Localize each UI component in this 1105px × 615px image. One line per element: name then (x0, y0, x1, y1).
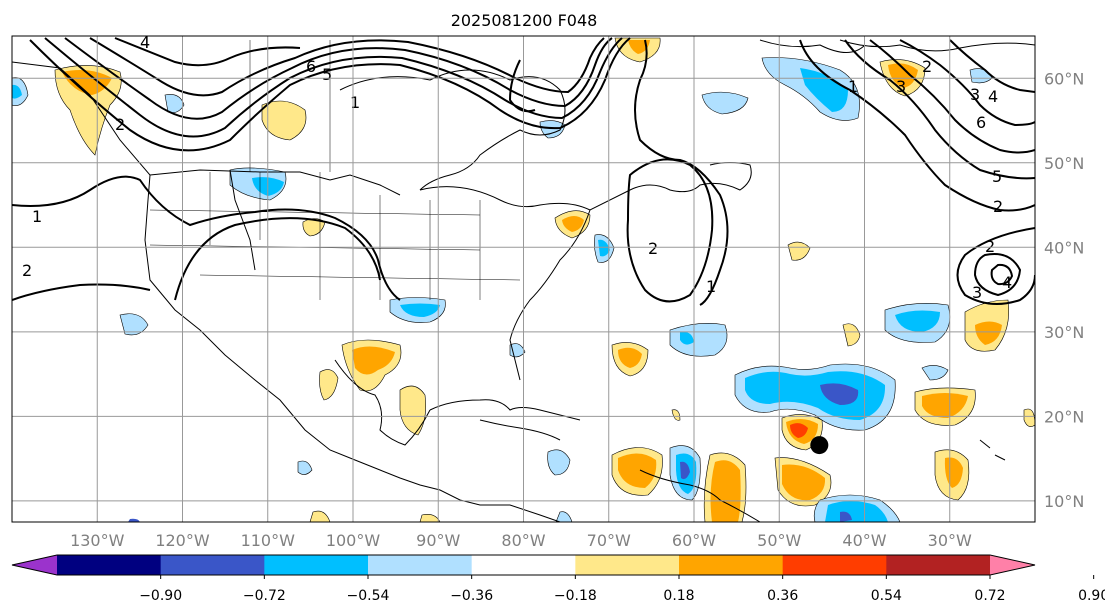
colorbar-extend-low (12, 555, 57, 575)
colorbar-segment (471, 555, 576, 575)
colorbar-tick-label: −0.18 (554, 588, 597, 604)
longitude-label: 90°W (416, 531, 460, 550)
colorbar-tick-label: −0.36 (450, 588, 493, 604)
colorbar-tick-label: −0.72 (243, 588, 286, 604)
colorbar-tick-label: 0.72 (974, 588, 1005, 604)
figure-title: 2025081200 F048 (451, 11, 598, 30)
colorbar: −0.90 −0.72 −0.54 −0.36 −0.18 0.18 0.36 0.54 0.7… (11, 554, 1105, 604)
contour-label: 1 (32, 207, 42, 226)
colorbar-segment (368, 555, 473, 575)
longitude-label: 70°W (587, 531, 631, 550)
longitude-label: 60°W (672, 531, 716, 550)
contour-label: 4 (1002, 273, 1012, 292)
colorbar-segment (679, 555, 784, 575)
colorbar-segment (886, 555, 991, 575)
contour-label: 6 (306, 57, 316, 76)
colorbar-tick-label: 0.36 (767, 588, 798, 604)
longitude-label: 40°W (842, 531, 886, 550)
colorbar-segment (782, 555, 887, 575)
contour-label: 3 (972, 283, 982, 302)
contour-label: 2 (648, 239, 658, 258)
colorbar-outline (11, 554, 1036, 576)
latitude-label: 10°N (1044, 492, 1084, 511)
contour-label: 3 (896, 77, 906, 96)
colorbar-tick-label: 0.18 (663, 588, 694, 604)
contour-label: 6 (976, 113, 986, 132)
longitude-label: 120°W (155, 531, 210, 550)
gridlines (12, 36, 1035, 522)
latitude-label: 20°N (1044, 407, 1084, 426)
map-frame (11, 35, 1036, 523)
storm-center-marker (810, 436, 829, 455)
contour-label: 3 (970, 85, 980, 104)
height-contours (12, 37, 1035, 306)
latitude-label: 50°N (1044, 154, 1084, 173)
colorbar-tick-label: −0.54 (347, 588, 390, 604)
contour-label: 1 (706, 277, 716, 296)
longitude-label: 130°W (70, 531, 125, 550)
contour-labels: 4 6 5 1 2 1 2 1 2 5 2 6 4 3 2 3 1 2 4 3 (22, 33, 1012, 302)
latitude-labels: 60°N 50°N 40°N 30°N 20°N 10°N (1044, 69, 1084, 511)
contour-label: 4 (988, 87, 998, 106)
latitude-label: 30°N (1044, 323, 1084, 342)
colorbar-segment (264, 555, 369, 575)
longitude-label: 80°W (501, 531, 545, 550)
contour-label: 5 (992, 167, 1002, 186)
colorbar-tick-label: −0.90 (139, 588, 182, 604)
contour-label: 1 (848, 77, 858, 96)
longitude-label: 110°W (241, 531, 296, 550)
colorbar-extend-high (990, 555, 1035, 575)
contour-label: 2 (993, 197, 1003, 216)
longitude-label: 30°W (928, 531, 972, 550)
colorbar-segment (57, 555, 162, 575)
contour-label: 2 (922, 57, 932, 76)
colorbar-segment (160, 555, 265, 575)
longitude-label: 100°W (326, 531, 381, 550)
latitude-label: 40°N (1044, 238, 1084, 257)
contour-label: 5 (322, 65, 332, 84)
colorbar-segment (575, 555, 680, 575)
contour-label: 2 (115, 115, 125, 134)
longitude-labels: 130°W 120°W 110°W 100°W 90°W 80°W 70°W 60°W 50°W… (70, 531, 972, 550)
longitude-label: 50°W (757, 531, 801, 550)
colorbar-tick-label: 0.54 (871, 588, 902, 604)
latitude-label: 60°N (1044, 69, 1084, 88)
contour-label: 4 (140, 33, 150, 52)
contour-label: 2 (985, 237, 995, 256)
contour-label: 1 (350, 93, 360, 112)
contour-label: 2 (22, 261, 32, 280)
colorbar-tick-label: 0.90 (1078, 588, 1105, 604)
